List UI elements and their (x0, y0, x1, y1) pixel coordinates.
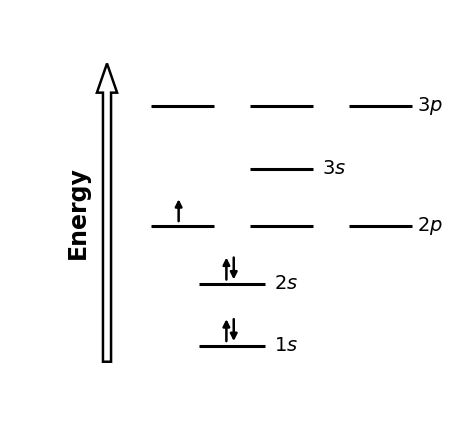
Text: $3$$\it{s}$: $3$$\it{s}$ (322, 159, 346, 179)
Polygon shape (97, 64, 117, 362)
Text: $3$$\it{p}$: $3$$\it{p}$ (418, 95, 443, 117)
Text: $2$$\it{p}$: $2$$\it{p}$ (418, 215, 443, 237)
Text: Energy: Energy (65, 166, 90, 259)
Text: $2$$\it{s}$: $2$$\it{s}$ (274, 274, 298, 293)
Text: $1$$\it{s}$: $1$$\it{s}$ (274, 336, 298, 355)
